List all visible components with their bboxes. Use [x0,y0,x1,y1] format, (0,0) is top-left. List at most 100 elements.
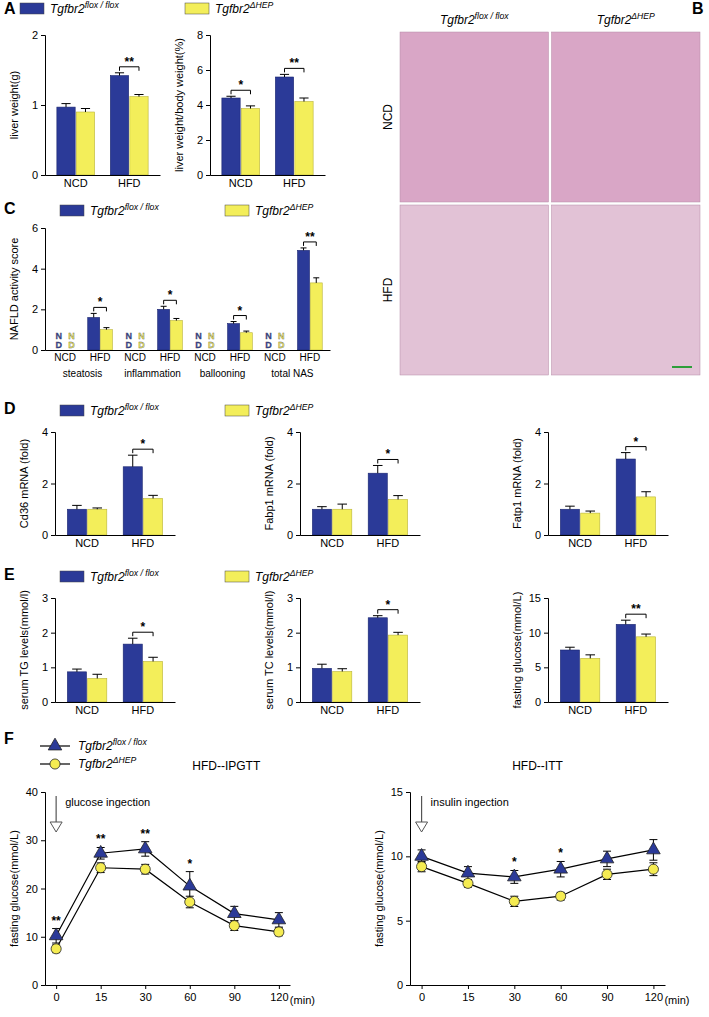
y-tick-label: 2 [42,627,48,639]
y-tick-label: 2 [287,627,293,639]
figure: 012liver weight(g)NCDHFD**Tgfbr2flox / f… [0,0,709,1017]
legend-swatch [225,571,249,582]
y-tick: 30 [26,834,45,846]
y-axis-line [51,433,56,536]
bar [637,637,656,702]
x-tick-label: HFD [160,352,181,363]
y-tick-label: 0 [287,696,293,708]
y-tick-label: 4 [535,426,541,438]
y-tick-label: 4 [32,263,38,275]
y-tick: 6 [32,222,45,234]
bar [389,499,408,535]
error-bar [243,331,249,333]
annotation-arrow [421,796,422,824]
error-bar [373,616,383,618]
bar [67,672,86,702]
y-tick-label: 4 [287,426,293,438]
y-tick-mark [296,484,300,485]
y-tick-mark [296,667,300,668]
x-tick: HFD [230,350,251,363]
y-axis-line [206,36,211,176]
y-axis-title: NAFLD activity score [8,238,20,341]
y-axis-title: liver weight/body weight(%) [173,38,185,172]
x-tick: 60 [555,985,567,1003]
series-line [422,867,654,902]
x-tick-mark [190,985,191,989]
y-tick: 10 [26,931,45,943]
error-bar [148,657,158,661]
x-axis: NCDHFD [56,535,176,549]
x-tick: NCD [320,702,344,716]
x-tick-mark [234,985,235,989]
y-tick: 10 [391,850,410,862]
error-bar [81,109,90,113]
y-tick: 0 [197,169,210,181]
y-axis: 0123 [42,592,56,708]
annotation: glucose ingection [65,796,150,808]
bar [298,250,310,350]
y-tick: 1 [287,661,300,673]
error-bar [565,647,575,650]
error-bar [585,655,595,658]
significance-label: ** [290,56,300,70]
significance-label: ** [631,602,641,616]
name-sup: ΔHEP [630,11,655,21]
value-label-char: D [125,340,132,350]
y-axis-title: fasting glucose(mmol/L) [511,592,523,709]
plot-area [88,248,323,350]
x-tick: NCD [568,535,592,549]
y-axis-title: serum TC levels(mmol/l) [263,591,275,710]
group-label: ballooning [200,368,246,379]
y-axis-line [544,599,549,703]
significance-label: * [141,620,146,634]
x-axis: NCDHFD [301,535,421,549]
y-tick: 4 [197,99,210,111]
y-tick-mark [41,269,45,270]
x-axis-line [56,702,176,703]
error-bar [128,638,138,644]
x-axis: NCDHFD [46,175,161,189]
y-tick-mark [296,633,300,634]
legend-swatch [20,3,44,14]
legend-label: Tgfbr2flox / flox [90,202,159,218]
x-tick-label: 30 [509,991,521,1003]
x-tick-label: 90 [229,991,241,1003]
x-axis: NCDHFD [301,702,421,716]
significance-label: * [168,288,173,302]
significance-label: * [386,598,391,612]
y-tick-label: 2 [32,29,38,41]
x-axis: NCDHFD [211,175,326,189]
bar [616,624,635,702]
significance-label: * [512,855,517,869]
x-axis-line [411,985,666,986]
x-axis-line [46,175,161,176]
x-tick-mark [145,985,146,989]
x-tick-mark [607,985,608,989]
error-bar [91,313,97,317]
row-label: NCD [381,104,395,130]
annotation: insulin ingection [431,796,509,808]
y-tick-mark [41,228,45,229]
bar [228,324,240,350]
x-tick-label: 0 [54,991,60,1003]
x-tick-label: NCD [64,177,88,189]
y-axis-line [41,793,46,986]
y-tick-mark [41,792,45,793]
error-bar [161,306,167,309]
y-tick-mark [51,535,55,536]
significance-label: ** [305,230,315,244]
plot-area [312,465,407,535]
y-tick-label: 4 [42,426,48,438]
y-tick: 4 [287,426,300,438]
significance-label: ** [141,827,151,841]
error-bar [565,506,575,509]
x-tick-label: HFD [625,537,648,549]
x-tick: 90 [229,985,241,1003]
marker [140,864,150,874]
y-tick-mark [544,535,548,536]
x-axis-line [56,535,176,536]
y-tick-label: 2 [32,303,38,315]
marker [274,927,284,937]
y-tick-mark [544,484,548,485]
x-tick: 120 [645,985,663,1003]
